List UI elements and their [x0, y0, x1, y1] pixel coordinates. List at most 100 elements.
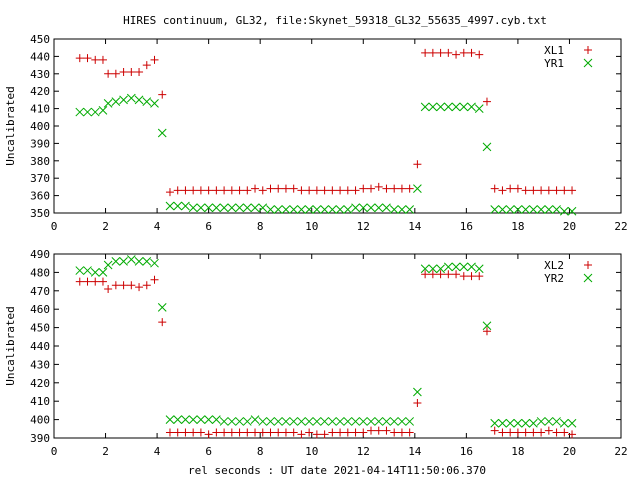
data-point — [521, 186, 530, 195]
data-point — [459, 272, 468, 281]
data-point — [104, 69, 113, 78]
data-point — [568, 186, 577, 195]
data-point — [320, 205, 329, 214]
data-point — [343, 417, 353, 426]
data-point — [320, 186, 329, 195]
data-point — [351, 203, 360, 213]
data-point — [521, 428, 530, 437]
y-tick-label: 430 — [30, 358, 50, 371]
legend-marker — [583, 58, 593, 68]
data-point — [235, 417, 244, 426]
data-point — [119, 68, 128, 77]
data-point — [250, 415, 260, 424]
data-point — [474, 264, 484, 274]
data-point — [521, 205, 530, 214]
data-point — [111, 97, 121, 106]
data-point — [204, 415, 213, 424]
data-point — [482, 142, 492, 152]
data-point — [304, 205, 314, 214]
x-tick-label: 2 — [102, 220, 109, 233]
data-point — [196, 186, 205, 195]
data-point — [90, 268, 100, 277]
data-point — [505, 418, 515, 428]
data-point — [498, 186, 507, 195]
data-point — [421, 48, 430, 57]
bottom-panel: 0 2 4 6 8 10 12 14 16 18 20 22 390 400 410 420 430 440 450… — [4, 248, 628, 458]
data-point — [98, 268, 108, 277]
data-point — [552, 186, 561, 195]
data-point — [436, 264, 445, 274]
legend-label: YR2 — [544, 272, 564, 285]
data-point — [559, 206, 569, 216]
x-tick-label: 4 — [154, 445, 161, 458]
data-point — [529, 428, 538, 437]
data-point — [428, 102, 438, 112]
data-point — [188, 415, 198, 424]
y-tick-label: 430 — [30, 68, 50, 81]
x-tick-label: 0 — [51, 445, 58, 458]
data-point — [188, 203, 198, 213]
data-point — [111, 281, 120, 290]
data-point — [397, 205, 407, 214]
y-tick-label: 360 — [30, 190, 50, 203]
y-tick-label: 390 — [30, 432, 50, 445]
y-axis-label: Uncalibrated — [4, 86, 17, 165]
data-point — [413, 387, 422, 397]
data-point — [157, 303, 167, 312]
data-point — [312, 205, 322, 214]
data-point — [189, 186, 198, 195]
data-point — [227, 428, 236, 437]
data-point — [103, 260, 113, 270]
x-axis-label: rel seconds : UT date 2021-04-14T11:50:0… — [188, 464, 486, 477]
data-point — [459, 48, 468, 57]
data-point — [189, 428, 198, 437]
data-point — [382, 184, 391, 193]
data-point — [444, 48, 453, 57]
data-point — [173, 201, 183, 211]
data-point — [452, 50, 461, 59]
y-tick-label: 380 — [30, 155, 50, 168]
data-point — [165, 415, 175, 424]
data-point — [297, 430, 306, 439]
data-point — [320, 417, 329, 426]
data-point — [219, 417, 229, 426]
data-point — [544, 205, 554, 214]
data-point — [212, 203, 221, 213]
data-point — [552, 417, 561, 426]
data-point — [498, 428, 507, 437]
data-point — [281, 428, 290, 437]
y-tick-label: 450 — [30, 322, 50, 335]
data-point — [498, 205, 507, 214]
data-point — [281, 205, 291, 214]
x-tick-label: 12 — [357, 445, 370, 458]
data-point — [443, 262, 453, 272]
data-point — [506, 428, 515, 437]
data-point — [529, 418, 538, 428]
data-point — [258, 186, 267, 195]
data-point — [343, 186, 352, 195]
data-point — [242, 417, 252, 426]
data-point — [420, 264, 430, 274]
data-point — [251, 184, 260, 193]
data-point — [467, 102, 476, 112]
data-point — [150, 55, 159, 64]
data-point — [204, 430, 213, 439]
y-tick-label: 400 — [30, 120, 50, 133]
data-point — [474, 104, 484, 113]
data-point — [297, 417, 306, 426]
y-tick-label: 410 — [30, 103, 50, 116]
data-point — [312, 417, 322, 426]
data-point — [83, 54, 92, 63]
data-point — [304, 417, 314, 426]
data-point — [374, 417, 384, 426]
y-tick-label: 440 — [30, 50, 50, 63]
data-point — [536, 417, 546, 426]
y-axis-label: Uncalibrated — [4, 306, 17, 385]
data-point — [297, 186, 306, 195]
y-tick-label: 400 — [30, 414, 50, 427]
data-point — [327, 417, 337, 426]
data-point — [513, 418, 523, 428]
y-tick-label: 450 — [30, 33, 50, 46]
data-point — [490, 184, 499, 193]
data-point — [242, 203, 252, 213]
